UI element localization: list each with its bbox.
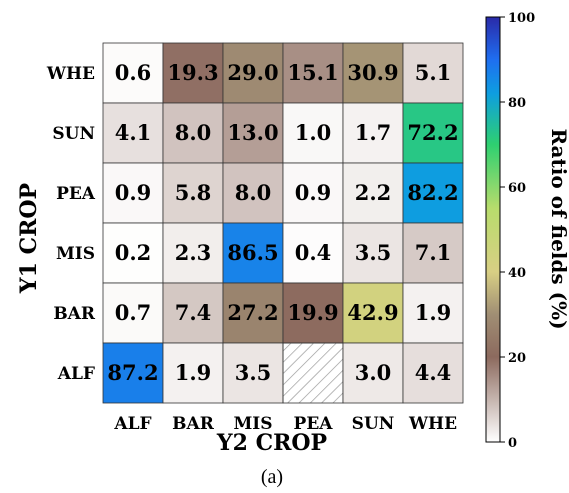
y-tick-labels: WHE SUN PEA MIS BAR ALF	[46, 64, 96, 384]
x-tick-label: WHE	[408, 414, 457, 434]
cell-value-labels: 0.6 19.3 29.0 15.1 30.9 5.1 4.1 8.0 13.0 1.0 1.7 72…	[107, 60, 458, 385]
x-axis-label: Y2 CROP	[216, 430, 327, 456]
colorbar-tick-label: 40	[508, 266, 526, 281]
cell-value-label: 4.4	[415, 360, 452, 385]
heatmap-cell	[162, 102, 224, 164]
colorbar-ticks: 0 20 40 60 80 100	[500, 11, 535, 451]
heatmap-cells	[102, 42, 464, 404]
heatmap-cell	[222, 282, 284, 344]
cell-value-label: 0.9	[295, 180, 332, 205]
cell-value-label: 5.1	[415, 60, 452, 85]
cell-value-label: 3.5	[355, 240, 392, 265]
cell-value-label: 0.4	[295, 240, 332, 265]
cell-value-label: 72.2	[407, 120, 458, 145]
heatmap-cell	[282, 102, 344, 164]
heatmap-cell	[102, 342, 164, 404]
cell-value-label: 1.0	[295, 120, 332, 145]
heatmap-cell	[342, 222, 404, 284]
heatmap-cell	[162, 162, 224, 224]
cell-value-label: 86.5	[227, 240, 278, 265]
cell-value-label: 19.9	[287, 300, 338, 325]
cell-value-label: 29.0	[227, 60, 278, 85]
heatmap-cell	[102, 282, 164, 344]
heatmap-cell	[282, 162, 344, 224]
heatmap-cell	[102, 162, 164, 224]
x-tick-label: ALF	[113, 414, 151, 434]
heatmap-cell	[402, 162, 464, 224]
cell-value-label: 19.3	[167, 60, 218, 85]
colorbar-tick-label: 80	[508, 96, 526, 111]
y-tick-label: BAR	[53, 304, 96, 324]
heatmap-cell	[402, 42, 464, 104]
y-tick-label: ALF	[57, 364, 95, 384]
cell-value-label: 0.7	[115, 300, 152, 325]
figure-caption: (a)	[261, 466, 283, 488]
heatmap-cell	[402, 282, 464, 344]
y-tick-label: WHE	[46, 64, 95, 84]
y-axis-label: Y1 CROP	[16, 183, 42, 294]
x-tick-label: MIS	[233, 414, 272, 434]
cell-value-label: 7.1	[415, 240, 452, 265]
x-tick-label: PEA	[294, 414, 334, 434]
cell-value-label: 5.8	[175, 180, 212, 205]
x-tick-labels: ALF BAR MIS PEA SUN WHE	[113, 414, 457, 434]
cell-value-label: 8.0	[235, 180, 272, 205]
cell-value-label: 13.0	[227, 120, 278, 145]
heatmap-cell	[402, 342, 464, 404]
heatmap-cell	[282, 342, 344, 404]
colorbar-tick-label: 0	[508, 436, 517, 451]
heatmap-cell	[402, 222, 464, 284]
cell-value-label: 82.2	[407, 180, 458, 205]
heatmap-cell	[282, 222, 344, 284]
heatmap-cell	[102, 42, 164, 104]
heatmap-cell	[102, 222, 164, 284]
cell-value-label: 7.4	[175, 300, 212, 325]
cell-value-label: 0.6	[115, 60, 152, 85]
colorbar-tick-label: 60	[508, 181, 526, 196]
heatmap-cell	[342, 342, 404, 404]
cell-value-label: 30.9	[347, 60, 398, 85]
cell-value-label: 1.9	[175, 360, 212, 385]
colorbar-label: Ratio of fields (%)	[547, 128, 569, 329]
heatmap-cell	[342, 282, 404, 344]
cell-value-label: 15.1	[287, 60, 338, 85]
cell-value-label: 1.9	[415, 300, 452, 325]
heatmap-cell	[342, 42, 404, 104]
heatmap-cell	[282, 282, 344, 344]
cell-value-label: 8.0	[175, 120, 212, 145]
cell-value-label: 2.2	[355, 180, 392, 205]
y-tick-label: PEA	[56, 184, 96, 204]
heatmap-cell	[162, 42, 224, 104]
cell-value-label: 1.7	[355, 120, 392, 145]
heatmap-cell	[222, 222, 284, 284]
cell-value-label: 0.2	[115, 240, 152, 265]
cell-value-label: 3.0	[355, 360, 392, 385]
colorbar	[485, 16, 501, 443]
x-tick-label: SUN	[352, 414, 395, 434]
heatmap-cell	[402, 102, 464, 164]
colorbar-tick-label: 20	[508, 351, 526, 366]
heatmap-cell	[282, 42, 344, 104]
y-tick-label: SUN	[52, 124, 95, 144]
cell-value-label: 42.9	[347, 300, 398, 325]
cell-value-label: 4.1	[115, 120, 152, 145]
colorbar-tick-label: 100	[508, 11, 535, 26]
heatmap-cell	[222, 42, 284, 104]
cell-value-label: 87.2	[107, 360, 158, 385]
y-tick-label: MIS	[56, 244, 95, 264]
cell-value-label: 27.2	[227, 300, 278, 325]
x-tick-label: BAR	[172, 414, 215, 434]
heatmap-cell	[162, 222, 224, 284]
cell-value-label: 0.9	[115, 180, 152, 205]
cell-value-label: 2.3	[175, 240, 212, 265]
cell-value-label: 3.5	[235, 360, 272, 385]
heatmap-cell	[342, 162, 404, 224]
